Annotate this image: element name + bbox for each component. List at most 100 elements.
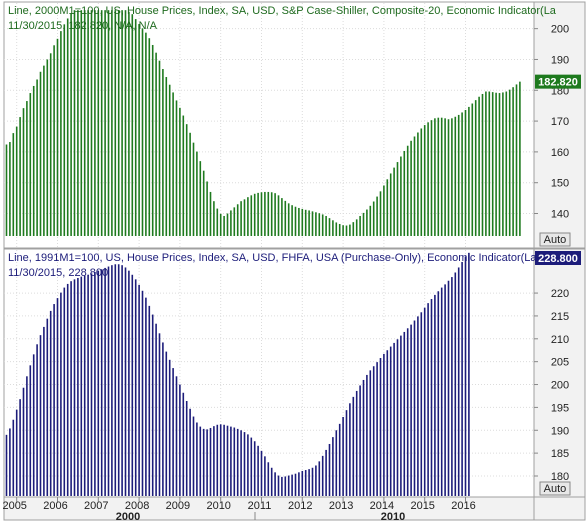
bar bbox=[298, 472, 300, 496]
bar bbox=[274, 193, 276, 236]
bar bbox=[206, 181, 208, 236]
x-year-label: 2013 bbox=[329, 500, 353, 512]
bar bbox=[182, 392, 185, 496]
y-tick-label: 200 bbox=[551, 380, 569, 392]
bar bbox=[213, 201, 215, 236]
bar bbox=[53, 45, 55, 237]
y-axis-area[interactable] bbox=[533, 1, 586, 249]
bar bbox=[423, 307, 426, 496]
bar bbox=[73, 279, 76, 496]
bar bbox=[29, 93, 32, 236]
bar bbox=[168, 84, 171, 236]
bar bbox=[80, 10, 83, 237]
y-tick-label: 180 bbox=[551, 471, 569, 483]
bar bbox=[172, 368, 174, 496]
bar bbox=[400, 335, 402, 496]
bar bbox=[63, 24, 66, 237]
x-year-label: 2009 bbox=[166, 500, 190, 512]
y-tick-label: 150 bbox=[551, 178, 569, 190]
bar bbox=[141, 290, 144, 496]
bar bbox=[243, 199, 246, 236]
bar bbox=[369, 205, 372, 236]
auto-scale-button[interactable] bbox=[539, 232, 571, 247]
bar bbox=[189, 132, 191, 236]
bar bbox=[128, 270, 130, 496]
bar bbox=[233, 207, 236, 236]
bar bbox=[172, 92, 174, 236]
bar bbox=[83, 275, 86, 496]
bar bbox=[46, 59, 49, 237]
bar bbox=[342, 225, 344, 236]
bar bbox=[464, 256, 467, 496]
x-decade-label: 2010 bbox=[381, 511, 405, 521]
bar bbox=[478, 96, 480, 236]
bar bbox=[471, 103, 474, 236]
bar bbox=[335, 430, 338, 496]
bar bbox=[216, 208, 219, 236]
bar bbox=[12, 419, 15, 496]
bar bbox=[372, 366, 375, 496]
x-axis-corner bbox=[533, 496, 586, 521]
y-axis-area[interactable] bbox=[533, 248, 586, 498]
bar bbox=[342, 417, 344, 496]
bar bbox=[199, 426, 202, 496]
bar bbox=[264, 191, 266, 236]
bar bbox=[383, 353, 385, 496]
bar bbox=[155, 323, 157, 496]
x-year-label: 2011 bbox=[248, 500, 272, 512]
bar bbox=[444, 118, 446, 236]
bar bbox=[474, 100, 477, 236]
bar bbox=[457, 267, 460, 496]
bar bbox=[277, 475, 280, 496]
y-tick-label: 220 bbox=[551, 288, 569, 300]
bar bbox=[519, 81, 521, 236]
bar bbox=[22, 108, 25, 236]
bar bbox=[451, 118, 453, 236]
bar bbox=[287, 203, 290, 236]
bar bbox=[287, 475, 290, 496]
bar bbox=[56, 298, 59, 496]
bar bbox=[437, 117, 440, 236]
bar bbox=[372, 201, 375, 236]
bar bbox=[512, 87, 514, 237]
bar bbox=[199, 161, 202, 236]
bar bbox=[9, 142, 11, 236]
fhfa-panel[interactable]: 180 185 190 195 200 205 210 215 220 Line, 1991M1=… bbox=[3, 248, 586, 498]
bar bbox=[434, 118, 436, 236]
bar bbox=[158, 333, 161, 496]
bar bbox=[270, 467, 273, 496]
bar bbox=[345, 225, 348, 236]
x-year-label: 2012 bbox=[288, 500, 312, 512]
bar bbox=[148, 305, 151, 496]
bar bbox=[202, 428, 205, 496]
bar bbox=[97, 10, 100, 237]
bar bbox=[223, 215, 225, 236]
bar bbox=[386, 350, 389, 496]
bar bbox=[440, 287, 443, 496]
bar bbox=[406, 328, 409, 496]
last-value-label: 182.820 bbox=[538, 77, 578, 89]
bar bbox=[60, 31, 62, 237]
bar bbox=[454, 272, 457, 496]
bar bbox=[481, 93, 484, 237]
bar bbox=[393, 342, 395, 496]
auto-scale-button[interactable] bbox=[539, 481, 571, 496]
bar bbox=[117, 10, 120, 237]
bar bbox=[175, 376, 178, 496]
bar bbox=[355, 390, 358, 496]
bar bbox=[247, 197, 249, 236]
bar bbox=[250, 437, 253, 496]
bar bbox=[427, 303, 429, 496]
auto-scale-label: Auto bbox=[544, 483, 567, 495]
bar bbox=[70, 13, 72, 237]
x-axis[interactable]: 2005 2006 2007 2008 2009 2010 2011 2012 2013 2014… bbox=[2, 496, 586, 521]
bar bbox=[148, 38, 151, 237]
x-decade-label: 2000 bbox=[116, 511, 140, 521]
bar bbox=[267, 462, 270, 496]
y-tick-label: 190 bbox=[551, 425, 569, 437]
bar bbox=[233, 427, 236, 496]
bar bbox=[158, 60, 161, 236]
